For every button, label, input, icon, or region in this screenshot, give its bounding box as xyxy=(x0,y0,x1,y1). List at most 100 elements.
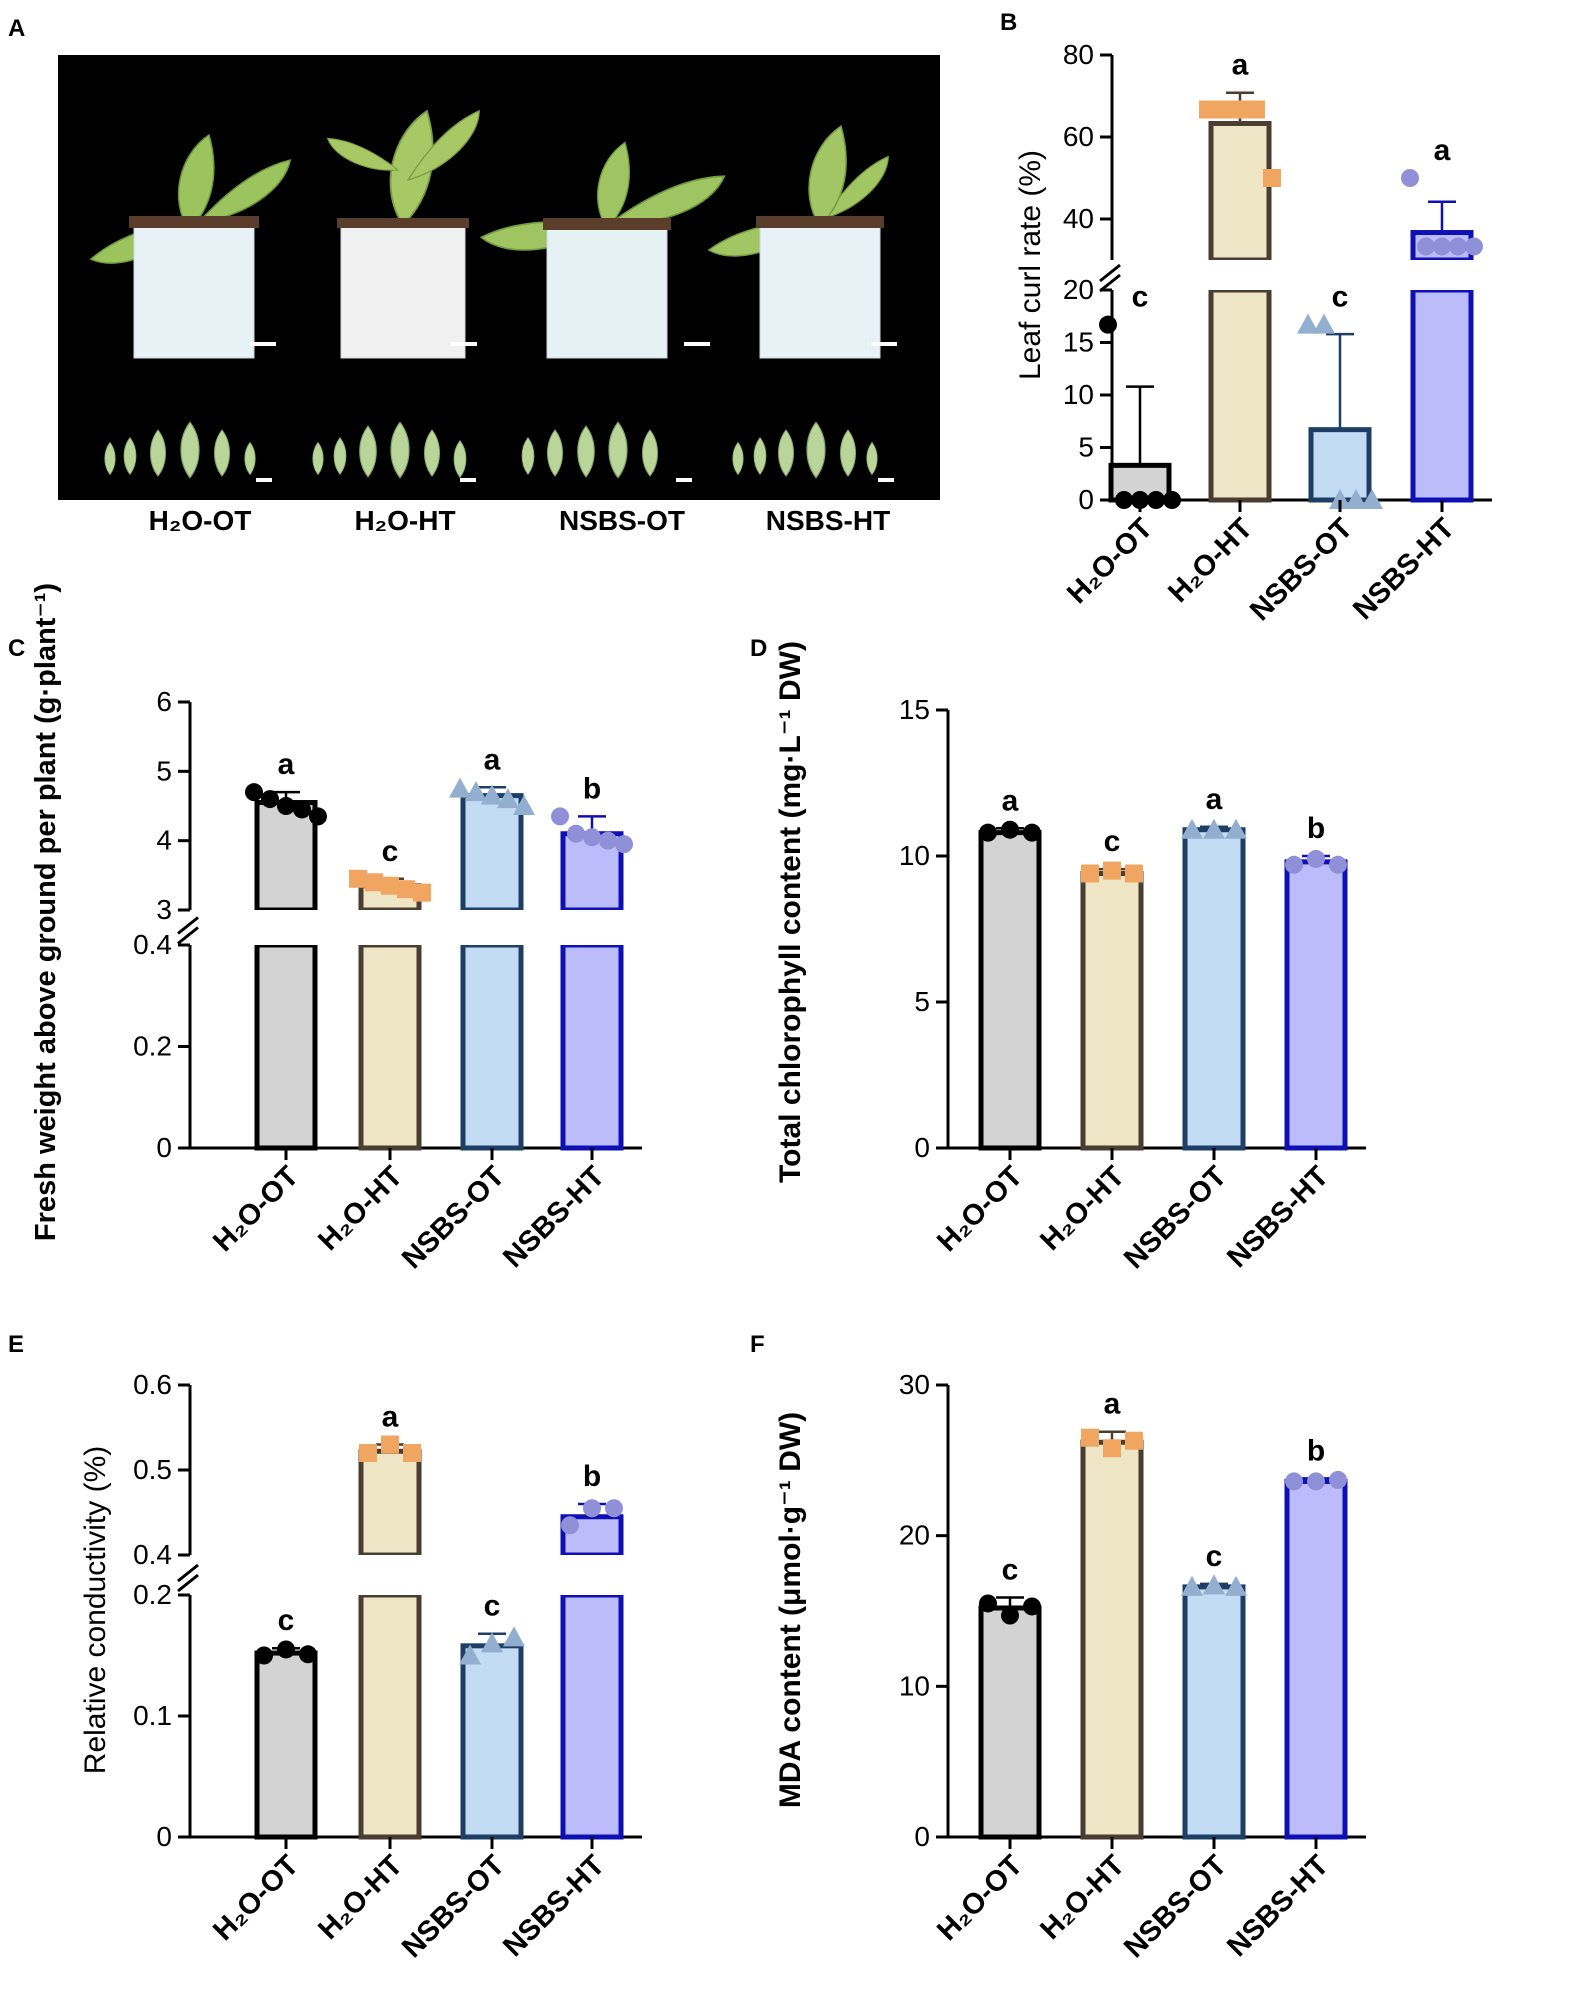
significance-letter: a xyxy=(1206,783,1223,816)
detached-leaves-row xyxy=(104,421,894,482)
y-tick-label: 0 xyxy=(914,1132,930,1163)
data-point xyxy=(365,873,383,892)
y-tick-label: 60 xyxy=(1063,121,1094,152)
data-point xyxy=(1215,100,1233,119)
x-tick-label: H₂O-OT xyxy=(207,1849,305,1947)
photo-label-h2o-ot: H₂O-OT xyxy=(149,505,252,536)
y-tick-label: 15 xyxy=(899,694,930,725)
data-point xyxy=(1099,315,1117,334)
bar-nsbs-ht xyxy=(1284,859,1348,1151)
data-point xyxy=(255,1646,273,1665)
data-point xyxy=(1417,237,1435,256)
significance-letter: a xyxy=(382,1401,399,1434)
bar-h2o-ht xyxy=(1208,287,1272,503)
bar-h2o-ht xyxy=(1080,871,1144,1151)
data-point xyxy=(1001,1606,1019,1625)
y-tick-label: 20 xyxy=(1063,274,1094,305)
y-tick-label: 0 xyxy=(156,1821,172,1852)
data-point xyxy=(277,1640,295,1659)
y-tick-label: 10 xyxy=(899,840,930,871)
y-tick-label: 5 xyxy=(914,986,930,1017)
plant-nsbs-ht xyxy=(706,125,900,359)
plant-photo-panel: H₂O-OT H₂O-HT NSBS-OT NSBS-HT xyxy=(58,55,940,536)
axis-break-mark xyxy=(177,926,199,945)
significance-letter: a xyxy=(278,748,295,781)
y-axis-label: Total chlorophyll content (mg·L⁻¹ DW) xyxy=(774,641,807,1183)
bar-h2o-ht-upper xyxy=(1208,120,1272,263)
data-point xyxy=(605,1499,623,1518)
x-tick-label: NSBS-HT xyxy=(1221,1849,1335,1963)
data-point xyxy=(397,880,415,899)
data-point xyxy=(309,807,327,826)
bar-h2o-ot xyxy=(254,1650,318,1840)
data-point xyxy=(1307,849,1325,868)
data-point xyxy=(1329,489,1351,509)
y-axis-label: MDA content (μmol·g⁻¹ DW) xyxy=(774,1412,807,1808)
bar-h2o-ht-upper xyxy=(358,1448,422,1558)
y-axis-label: Leaf curl rate (%) xyxy=(1014,150,1047,380)
x-tick-label: H₂O-HT xyxy=(312,1849,409,1946)
axis-break-gap xyxy=(1207,260,1273,290)
x-tick-label: NSBS-OT xyxy=(396,1849,511,1964)
data-point xyxy=(1329,855,1347,874)
data-point xyxy=(1225,818,1247,839)
bar-h2o-ot xyxy=(254,942,318,1151)
data-point xyxy=(1147,491,1165,509)
photo-label-nsbs-ot: NSBS-OT xyxy=(559,505,685,536)
significance-letter: a xyxy=(484,743,501,776)
data-point xyxy=(1125,1431,1143,1450)
x-tick-label: H₂O-OT xyxy=(931,1849,1029,1947)
data-point xyxy=(1433,237,1451,256)
data-point xyxy=(1103,1439,1121,1458)
y-tick-label: 40 xyxy=(1063,203,1094,234)
data-point xyxy=(513,795,535,815)
data-point xyxy=(1081,864,1099,883)
data-point xyxy=(465,781,487,802)
x-tick-label: NSBS-HT xyxy=(1221,1160,1335,1274)
significance-letter: c xyxy=(1332,281,1349,314)
y-tick-label: 5 xyxy=(156,755,172,786)
bar-nsbs-ht xyxy=(560,942,624,1151)
axis-break-gap xyxy=(459,910,525,945)
y-tick-label: 0 xyxy=(914,1821,930,1852)
data-point xyxy=(583,1499,601,1518)
plant-h2o-ht xyxy=(322,106,492,359)
axis-break-gap xyxy=(559,910,625,945)
data-point xyxy=(481,784,503,805)
axis-break-mark xyxy=(177,1573,199,1593)
significance-letter: a xyxy=(1232,49,1249,82)
data-point xyxy=(299,1645,317,1664)
significance-letter: c xyxy=(1206,1540,1223,1573)
data-point xyxy=(1163,491,1181,509)
axis-break-mark xyxy=(177,1563,199,1583)
data-point xyxy=(245,783,263,802)
data-point xyxy=(1001,820,1019,839)
data-point xyxy=(561,1516,579,1535)
bar-nsbs-ot xyxy=(460,1643,524,1840)
y-axis-label: Relative conductivity (%) xyxy=(79,1446,112,1774)
data-point xyxy=(599,831,617,850)
data-point xyxy=(1225,1575,1247,1596)
x-tick-label: NSBS-OT xyxy=(396,1160,511,1275)
bar-h2o-ot-upper xyxy=(254,800,318,913)
significance-letter: b xyxy=(583,1460,601,1493)
y-tick-label: 0 xyxy=(156,1132,172,1163)
photo-label-h2o-ht: H₂O-HT xyxy=(354,505,455,536)
x-tick-label: H₂O-HT xyxy=(1034,1160,1131,1257)
data-point xyxy=(1401,169,1419,187)
bar-h2o-ht xyxy=(358,942,422,1151)
significance-letter: a xyxy=(1434,134,1451,167)
chart-panel-f: 0 10 20 30 MDA content (μmol·g⁻¹ DW) c H₂O-OT a… xyxy=(774,1369,1366,1964)
bar-nsbs-ot xyxy=(460,942,524,1151)
significance-letter: b xyxy=(1307,812,1325,845)
data-point xyxy=(1285,855,1303,874)
bar-nsbs-ot xyxy=(1182,827,1246,1151)
panel-letter-a: A xyxy=(8,15,25,42)
y-tick-label: 0.2 xyxy=(133,1579,172,1610)
data-point xyxy=(293,800,311,819)
significance-letter: c xyxy=(1132,281,1149,314)
x-tick-label: NSBS-OT xyxy=(1118,1849,1233,1964)
y-tick-label: 3 xyxy=(156,894,172,925)
data-point xyxy=(1297,313,1319,334)
